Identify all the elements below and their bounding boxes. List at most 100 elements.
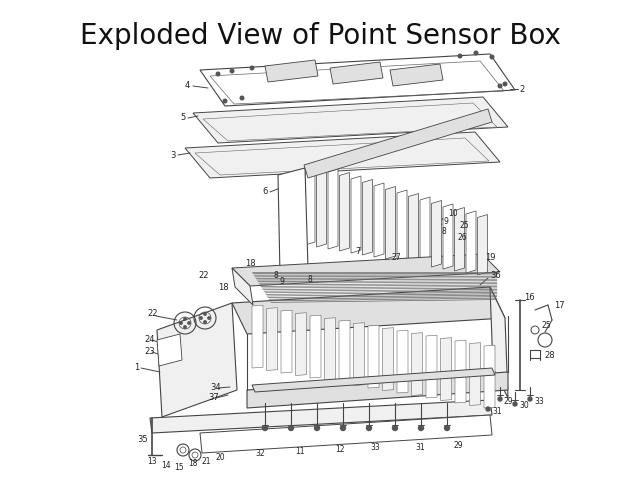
Circle shape xyxy=(188,322,190,324)
Polygon shape xyxy=(200,54,515,106)
Polygon shape xyxy=(232,287,505,334)
Text: 9: 9 xyxy=(444,217,449,227)
Circle shape xyxy=(458,54,462,58)
Text: 17: 17 xyxy=(554,300,564,310)
Polygon shape xyxy=(252,368,495,392)
Circle shape xyxy=(200,317,202,319)
Text: 16: 16 xyxy=(524,293,534,302)
Polygon shape xyxy=(200,415,492,453)
Polygon shape xyxy=(265,60,318,82)
Text: 12: 12 xyxy=(335,445,344,455)
Polygon shape xyxy=(305,162,315,245)
Polygon shape xyxy=(408,193,419,263)
Polygon shape xyxy=(454,207,465,271)
Polygon shape xyxy=(431,201,442,267)
Text: 31: 31 xyxy=(492,407,502,416)
Text: 20: 20 xyxy=(215,454,225,463)
Polygon shape xyxy=(351,176,361,253)
Polygon shape xyxy=(339,320,350,383)
Polygon shape xyxy=(185,132,500,178)
Polygon shape xyxy=(484,345,495,408)
Polygon shape xyxy=(374,183,384,257)
Circle shape xyxy=(230,69,234,73)
Circle shape xyxy=(528,397,532,401)
Polygon shape xyxy=(324,318,335,381)
Text: 4: 4 xyxy=(185,82,190,91)
Text: 3: 3 xyxy=(170,151,175,159)
Circle shape xyxy=(216,72,220,76)
Circle shape xyxy=(184,326,186,328)
Text: 8: 8 xyxy=(441,227,445,236)
Polygon shape xyxy=(455,340,466,403)
Polygon shape xyxy=(247,372,508,408)
Text: 18: 18 xyxy=(245,259,255,267)
Text: 10: 10 xyxy=(448,208,458,217)
Polygon shape xyxy=(328,169,338,249)
Text: 36: 36 xyxy=(490,271,500,279)
Text: 5: 5 xyxy=(180,113,185,122)
Polygon shape xyxy=(470,343,481,406)
Polygon shape xyxy=(339,172,349,251)
Circle shape xyxy=(314,425,319,431)
Text: 31: 31 xyxy=(415,443,424,452)
Polygon shape xyxy=(353,323,365,385)
Circle shape xyxy=(490,55,494,59)
Polygon shape xyxy=(440,338,451,400)
Circle shape xyxy=(503,82,507,86)
Text: 9: 9 xyxy=(280,277,285,287)
Text: Exploded View of Point Sensor Box: Exploded View of Point Sensor Box xyxy=(79,22,561,50)
Text: 29: 29 xyxy=(454,441,463,449)
Circle shape xyxy=(240,96,244,100)
Text: 26: 26 xyxy=(458,233,468,242)
Text: 1: 1 xyxy=(134,363,140,372)
Polygon shape xyxy=(266,308,278,371)
Polygon shape xyxy=(385,187,396,259)
Polygon shape xyxy=(397,190,407,261)
Circle shape xyxy=(392,425,397,431)
Text: 28: 28 xyxy=(544,350,555,360)
Text: 6: 6 xyxy=(262,188,268,196)
Polygon shape xyxy=(383,328,394,391)
Circle shape xyxy=(445,425,449,431)
Text: 25: 25 xyxy=(460,220,470,229)
Text: 33: 33 xyxy=(370,444,380,453)
Text: 25: 25 xyxy=(542,322,552,331)
Circle shape xyxy=(513,402,517,406)
Polygon shape xyxy=(317,166,326,247)
Circle shape xyxy=(419,425,424,431)
Circle shape xyxy=(498,84,502,88)
Polygon shape xyxy=(330,62,383,84)
Polygon shape xyxy=(296,312,307,375)
Polygon shape xyxy=(232,254,500,286)
Polygon shape xyxy=(443,204,453,269)
Text: 15: 15 xyxy=(174,463,184,471)
Polygon shape xyxy=(193,97,508,143)
Circle shape xyxy=(250,66,254,70)
Circle shape xyxy=(498,397,502,401)
Text: 11: 11 xyxy=(295,447,305,456)
Text: 34: 34 xyxy=(210,384,221,393)
Polygon shape xyxy=(157,303,237,417)
Polygon shape xyxy=(304,109,492,178)
Polygon shape xyxy=(150,400,492,433)
Circle shape xyxy=(367,425,371,431)
Text: 7: 7 xyxy=(355,248,360,256)
Circle shape xyxy=(486,407,490,411)
Polygon shape xyxy=(281,310,292,373)
Circle shape xyxy=(262,425,268,431)
Text: 18: 18 xyxy=(188,459,198,468)
Text: 8: 8 xyxy=(273,271,278,279)
Text: 8: 8 xyxy=(307,276,312,285)
Circle shape xyxy=(208,317,210,319)
Polygon shape xyxy=(310,315,321,378)
Polygon shape xyxy=(426,335,437,398)
Text: 23: 23 xyxy=(144,348,155,357)
Polygon shape xyxy=(390,64,443,86)
Text: 14: 14 xyxy=(161,460,171,469)
Polygon shape xyxy=(412,333,422,396)
Text: 35: 35 xyxy=(137,435,148,444)
Circle shape xyxy=(204,313,206,315)
Text: 32: 32 xyxy=(255,449,264,458)
Circle shape xyxy=(289,425,294,431)
Polygon shape xyxy=(466,211,476,273)
